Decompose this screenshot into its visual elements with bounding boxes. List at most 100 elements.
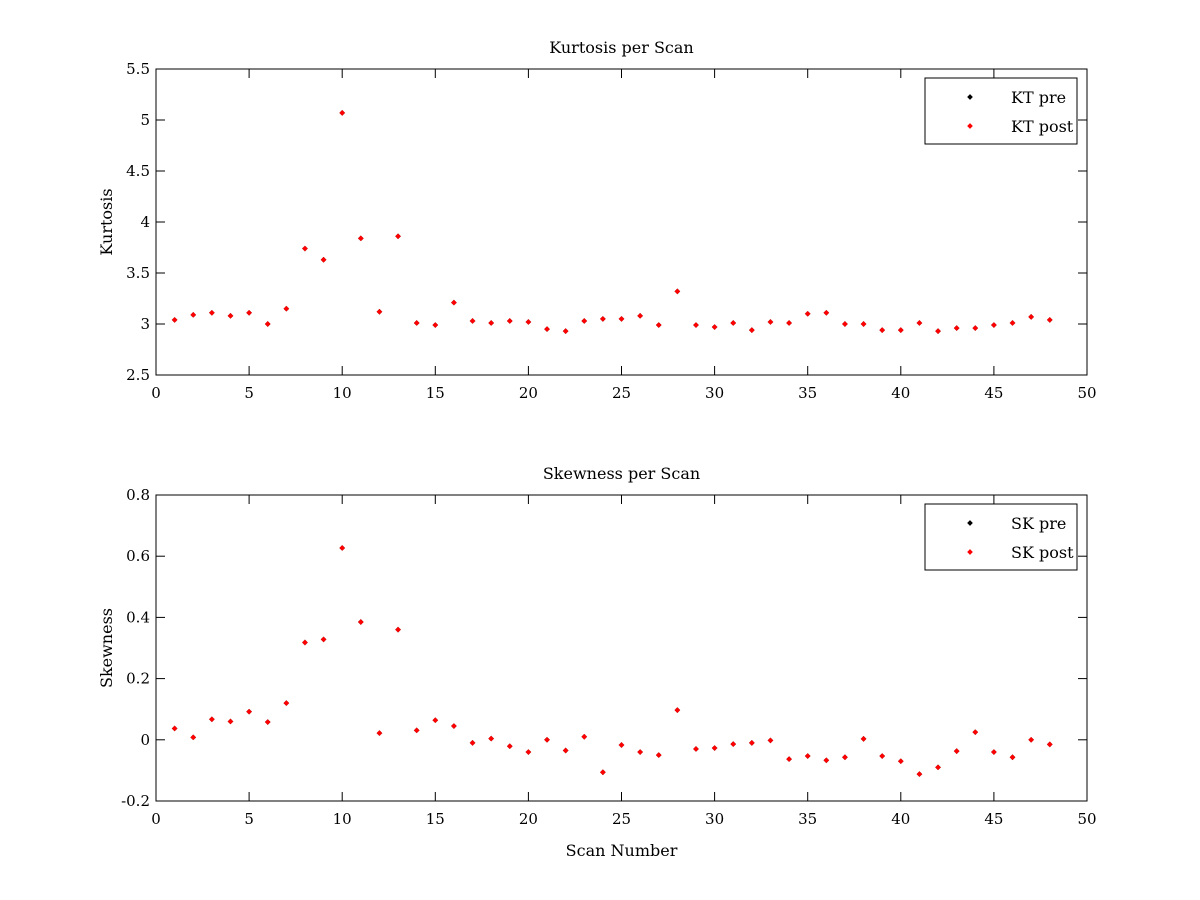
skewness-y-tick-label: 0.8 <box>126 486 150 504</box>
legend-label-kt-post: KT post <box>1011 117 1074 136</box>
kurtosis-x-tick-label: 40 <box>891 384 910 402</box>
kurtosis-series-1 <box>171 110 1053 334</box>
skewness-data-point <box>283 700 290 706</box>
legend-marker-sk-post <box>967 549 973 555</box>
skewness-data-point <box>264 719 271 725</box>
skewness-x-tick-label: 5 <box>244 810 254 828</box>
skewness-ticks: 0 5 10 15 20 25 30 35 40 45 50-0.200.20.40.60.8 <box>121 486 1096 828</box>
skewness-x-tick-label: 10 <box>333 810 352 828</box>
kurtosis-data-point <box>916 320 923 326</box>
kurtosis-data-point <box>544 326 550 332</box>
skewness-data-point <box>488 735 494 742</box>
kurtosis-data-point <box>320 256 327 263</box>
kurtosis-data-point <box>357 235 364 242</box>
legend-label-sk-pre: SK pre <box>1011 514 1066 533</box>
kurtosis-data-point <box>674 288 681 295</box>
skewness-title: Skewness per Scan <box>543 464 700 483</box>
skewness-data-point <box>544 736 550 743</box>
skewness-data-point <box>916 771 923 777</box>
skewness-legend-box <box>924 503 1078 571</box>
kurtosis-x-tick-label: 45 <box>984 384 1003 402</box>
skewness-data-point <box>432 717 439 724</box>
kurtosis-legend: KT pre KT post <box>924 77 1078 145</box>
skewness-data-point <box>357 619 364 625</box>
kurtosis-data-point <box>413 320 420 326</box>
skewness-data-point <box>171 725 178 732</box>
kurtosis-data-point <box>451 299 457 306</box>
kurtosis-x-tick-label: 15 <box>426 384 445 402</box>
skewness-data-point <box>711 745 718 751</box>
skewness-y-tick-label: 0.2 <box>126 670 150 688</box>
kurtosis-data-point <box>506 318 513 324</box>
skewness-data-point <box>935 764 941 771</box>
kurtosis-data-point <box>1046 317 1053 323</box>
kurtosis-y-axis-label: Kurtosis <box>97 188 116 255</box>
kurtosis-x-tick-label: 0 <box>151 384 161 402</box>
kurtosis-y-tick-label: 5 <box>140 111 150 129</box>
kurtosis-data-point <box>823 309 830 316</box>
skewness-data-point <box>972 729 979 735</box>
skewness-y-tick-label: 0.4 <box>126 608 150 626</box>
kurtosis-data-point <box>190 311 197 318</box>
kurtosis-data-point <box>562 328 569 334</box>
skewness-data-point <box>879 753 886 759</box>
kurtosis-data-point <box>842 321 848 327</box>
skewness-data-point <box>823 757 830 764</box>
kurtosis-x-tick-label: 30 <box>705 384 724 402</box>
kurtosis-data-point <box>1009 320 1016 326</box>
skewness-data-point <box>302 639 308 646</box>
kurtosis-data-point <box>264 321 271 327</box>
kurtosis-data-point <box>618 316 625 322</box>
kurtosis-data-point <box>432 322 439 328</box>
skewness-data-point <box>581 733 588 740</box>
kurtosis-data-point <box>581 318 588 324</box>
skewness-legend: SK pre SK post <box>924 503 1078 571</box>
kurtosis-data-point <box>283 305 290 312</box>
skewness-data-point <box>562 747 569 754</box>
legend-marker-kt-post <box>967 123 973 129</box>
kurtosis-data-point <box>171 317 178 323</box>
kurtosis-data-point <box>302 245 308 252</box>
skewness-series-1 <box>171 545 1053 777</box>
kurtosis-data-point <box>227 313 234 319</box>
kurtosis-data-point <box>730 320 737 326</box>
skewness-data-point <box>749 740 755 746</box>
kurtosis-points <box>171 110 1053 334</box>
skewness-data-point <box>637 749 643 755</box>
skewness-data-point <box>953 748 960 754</box>
skewness-points <box>171 545 1053 777</box>
skewness-data-point <box>786 756 792 762</box>
skewness-data-point <box>655 752 662 758</box>
skewness-data-point <box>618 742 625 748</box>
skewness-data-point <box>469 740 476 746</box>
skewness-data-point <box>376 730 383 736</box>
skewness-data-point <box>1028 736 1034 743</box>
kurtosis-x-tick-label: 25 <box>612 384 631 402</box>
legend-label-kt-pre: KT pre <box>1011 88 1066 107</box>
skewness-data-point <box>991 749 997 755</box>
skewness-data-point <box>525 749 532 755</box>
skewness-x-tick-label: 0 <box>151 810 161 828</box>
kurtosis-data-point <box>693 322 699 328</box>
skewness-data-point <box>227 718 234 725</box>
kurtosis-data-point <box>804 310 811 317</box>
skewness-data-point <box>413 727 420 734</box>
skewness-data-point <box>730 741 737 747</box>
kurtosis-legend-box <box>924 77 1078 145</box>
kurtosis-y-tick-label: 3 <box>140 315 150 333</box>
skewness-x-axis-label: Scan Number <box>566 841 678 860</box>
kurtosis-data-point <box>488 320 494 326</box>
kurtosis-x-tick-label: 10 <box>333 384 352 402</box>
skewness-data-point <box>320 636 327 643</box>
skewness-data-point <box>209 716 215 723</box>
kurtosis-data-point <box>376 308 383 315</box>
kurtosis-data-point <box>953 325 960 331</box>
kurtosis-data-point <box>749 327 755 333</box>
kurtosis-data-point <box>897 327 904 333</box>
kurtosis-y-tick-label: 5.5 <box>126 60 150 78</box>
skewness-data-point <box>767 737 774 744</box>
skewness-data-point <box>804 753 811 759</box>
legend-marker-sk-pre <box>967 520 973 526</box>
skewness-data-point <box>246 708 252 715</box>
